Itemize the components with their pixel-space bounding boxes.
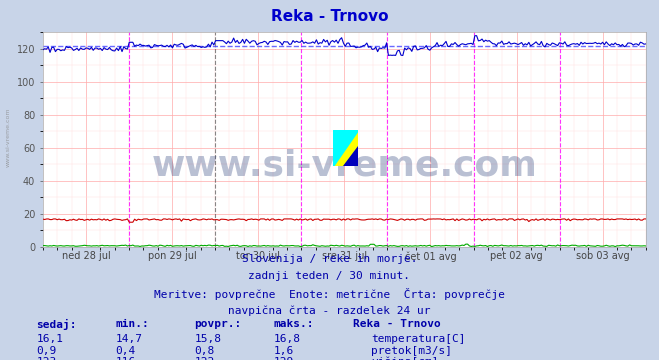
Text: Reka - Trnovo: Reka - Trnovo [353,319,440,329]
Text: Slovenija / reke in morje.: Slovenija / reke in morje. [242,254,417,264]
Text: navpična črta - razdelek 24 ur: navpična črta - razdelek 24 ur [228,306,431,316]
Text: povpr.:: povpr.: [194,319,242,329]
Text: Reka - Trnovo: Reka - Trnovo [271,9,388,24]
Polygon shape [333,130,358,166]
Text: 123: 123 [36,357,57,360]
Text: 129: 129 [273,357,294,360]
Polygon shape [343,146,358,166]
Text: 16,8: 16,8 [273,334,301,344]
Text: Meritve: povprečne  Enote: metrične  Črta: povprečje: Meritve: povprečne Enote: metrične Črta:… [154,288,505,300]
Text: višina[cm]: višina[cm] [371,357,438,360]
Text: temperatura[C]: temperatura[C] [371,334,465,344]
Text: zadnji teden / 30 minut.: zadnji teden / 30 minut. [248,271,411,281]
Polygon shape [333,130,358,166]
Text: maks.:: maks.: [273,319,314,329]
Text: 0,4: 0,4 [115,346,136,356]
Text: 15,8: 15,8 [194,334,221,344]
Text: www.si-vreme.com: www.si-vreme.com [5,107,11,167]
Text: 116: 116 [115,357,136,360]
Text: sedaj:: sedaj: [36,319,76,330]
Text: www.si-vreme.com: www.si-vreme.com [152,148,537,182]
Text: pretok[m3/s]: pretok[m3/s] [371,346,452,356]
Text: min.:: min.: [115,319,149,329]
Text: 16,1: 16,1 [36,334,63,344]
Text: 0,8: 0,8 [194,346,215,356]
Text: 1,6: 1,6 [273,346,294,356]
Text: 0,9: 0,9 [36,346,57,356]
Text: 122: 122 [194,357,215,360]
Text: 14,7: 14,7 [115,334,142,344]
